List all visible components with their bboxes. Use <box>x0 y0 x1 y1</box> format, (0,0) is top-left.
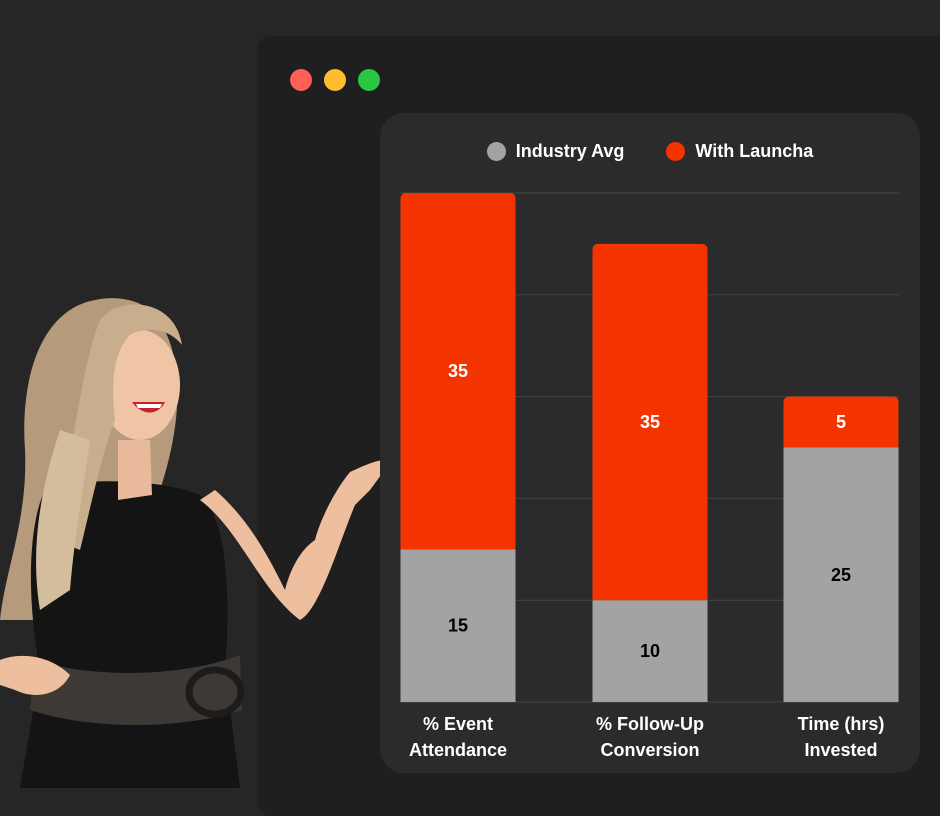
window-maximize-button[interactable] <box>358 69 380 91</box>
legend-swatch-industry <box>486 142 506 161</box>
category-label: Invested <box>804 740 877 760</box>
category-label: % Event <box>423 714 493 734</box>
bar-value-label: 25 <box>831 565 851 585</box>
bar-value-label: 10 <box>640 641 660 661</box>
legend-item-industry: Industry Avg <box>486 141 625 162</box>
category-label: Conversion <box>600 740 699 760</box>
category-label: Attendance <box>409 740 507 760</box>
bar-value-label: 15 <box>448 616 468 636</box>
window-close-button[interactable] <box>290 69 312 91</box>
bar-value-label: 5 <box>836 412 846 432</box>
bar-industry <box>783 447 899 702</box>
legend-swatch-launcha <box>666 142 686 161</box>
bar-launcha <box>592 243 708 601</box>
legend-label-industry: Industry Avg <box>515 141 625 161</box>
chart-legend: Industry Avg With Launcha <box>380 141 920 162</box>
presenter-image <box>0 298 392 788</box>
legend-item-launcha: With Launcha <box>666 141 813 162</box>
stacked-bar-chart: 15 35 % Event Attendance 10 35 % Follow-Up Conv… <box>400 192 899 760</box>
bar-value-label: 35 <box>640 412 660 432</box>
bar-value-label: 35 <box>448 361 468 381</box>
category-label: % Follow-Up <box>596 714 704 734</box>
chart-card: Industry Avg With Launcha 15 35 % Event Att… <box>380 113 920 773</box>
bar-industry <box>592 600 708 702</box>
category-label: Time (hrs) <box>798 714 885 734</box>
legend-label-launcha: With Launcha <box>695 141 814 161</box>
bar-industry <box>400 549 516 702</box>
bar-launcha <box>783 396 899 448</box>
window-minimize-button[interactable] <box>324 69 346 91</box>
bar-launcha <box>400 193 516 550</box>
